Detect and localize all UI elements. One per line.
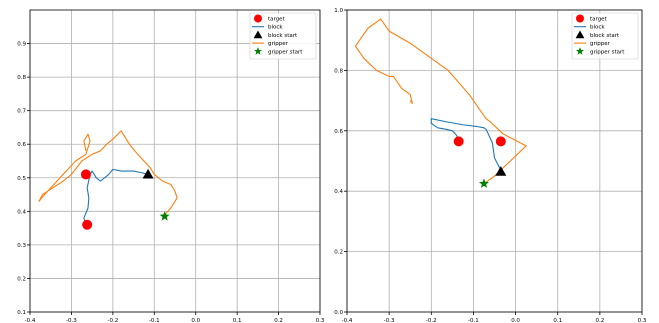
legend-label-3: gripper: [590, 41, 611, 47]
y-tick-label-7: 0.8: [17, 75, 26, 81]
y-tick-label-1: 0.2: [334, 250, 343, 256]
legend-label-1: block: [268, 25, 283, 31]
y-tick-label-6: 0.7: [17, 109, 26, 115]
x-tick-label-4: 0.0: [511, 318, 520, 323]
y-tick-label-2: 0.4: [334, 189, 343, 195]
x-tick-label-2: -0.2: [426, 318, 437, 323]
y-tick-label-4: 0.5: [17, 176, 26, 182]
axes-frame: [346, 9, 643, 313]
x-tick-label-5: 0.1: [553, 318, 562, 323]
y-tick-label-3: 0.6: [334, 129, 343, 135]
x-tick-label-0: -0.4: [25, 318, 36, 323]
x-tick-label-3: -0.1: [149, 318, 160, 323]
legend-swatch-2: [253, 30, 263, 39]
series-line-gripper: [354, 18, 527, 183]
data-point-gripper-start-0: [478, 178, 489, 188]
data-point-target-1: [82, 219, 93, 230]
legend-label-2: block start: [590, 33, 620, 39]
data-point-target-0: [80, 169, 91, 180]
x-tick-label-7: 0.3: [316, 318, 325, 323]
x-tick-label-1: -0.3: [66, 318, 77, 323]
y-tick-label-0: 0.1: [17, 310, 26, 316]
legend: target block block start gripper gripper sta…: [571, 12, 639, 60]
legend-swatch-0: [576, 14, 584, 23]
legend-swatch-2: [575, 30, 585, 39]
x-tick-label-7: 0.3: [638, 318, 647, 323]
series-line-block: [83, 168, 149, 225]
plot-area: [354, 18, 527, 188]
legend-box: [571, 12, 639, 60]
x-tick-label-4: 0.0: [191, 318, 200, 323]
x-tick-label-3: -0.1: [468, 318, 479, 323]
y-tick-label-0: 0.0: [334, 310, 343, 316]
series-line-gripper: [38, 130, 178, 216]
x-tick-label-5: 0.1: [233, 318, 242, 323]
data-point-gripper-start-0: [159, 211, 170, 221]
y-tick-label-8: 0.9: [17, 42, 26, 48]
x-tick-label-0: -0.4: [342, 318, 353, 323]
data-point-block-start-0: [495, 166, 507, 176]
legend-label-2: block start: [268, 33, 298, 39]
legend-box: [249, 12, 317, 60]
y-tick-label-2: 0.3: [17, 243, 26, 249]
data-point-block-start-0: [142, 168, 154, 179]
x-tick-label-1: -0.3: [384, 318, 395, 323]
y-tick-label-3: 0.4: [17, 209, 26, 215]
legend-label-0: target: [268, 17, 286, 23]
axes-frame: [29, 9, 321, 313]
x-tick-label-2: -0.2: [107, 318, 118, 323]
legend-swatch-4: [576, 47, 584, 55]
legend-label-3: gripper: [268, 41, 289, 47]
y-tick-label-4: 0.8: [334, 68, 343, 74]
chart-panel-left: -0.4 -0.3 -0.2 -0.1 0.0 0.1 0.2 0.3 0.1 0.2 0.3 0.4…: [17, 9, 325, 323]
y-tick-label-5: 0.6: [17, 142, 26, 148]
legend-label-4: gripper start: [590, 49, 625, 55]
legend: target block block start gripper gripper sta…: [249, 12, 317, 60]
x-tick-label-6: 0.2: [274, 318, 283, 323]
data-point-target-0: [453, 136, 464, 147]
x-tick-label-6: 0.2: [595, 318, 604, 323]
data-point-target-1: [495, 136, 506, 147]
plot-area: [38, 130, 178, 230]
y-tick-label-5: 1.0: [334, 8, 343, 14]
legend-swatch-0: [254, 14, 262, 23]
legend-label-1: block: [590, 25, 605, 31]
series-line-block: [430, 118, 502, 171]
chart-panel-right: -0.4 -0.3 -0.2 -0.1 0.0 0.1 0.2 0.3 0.0 0.2 0.4 0.6…: [334, 8, 647, 323]
legend-swatch-4: [254, 47, 262, 55]
y-tick-label-1: 0.2: [17, 276, 26, 282]
legend-label-4: gripper start: [268, 49, 303, 55]
legend-label-0: target: [590, 17, 608, 23]
